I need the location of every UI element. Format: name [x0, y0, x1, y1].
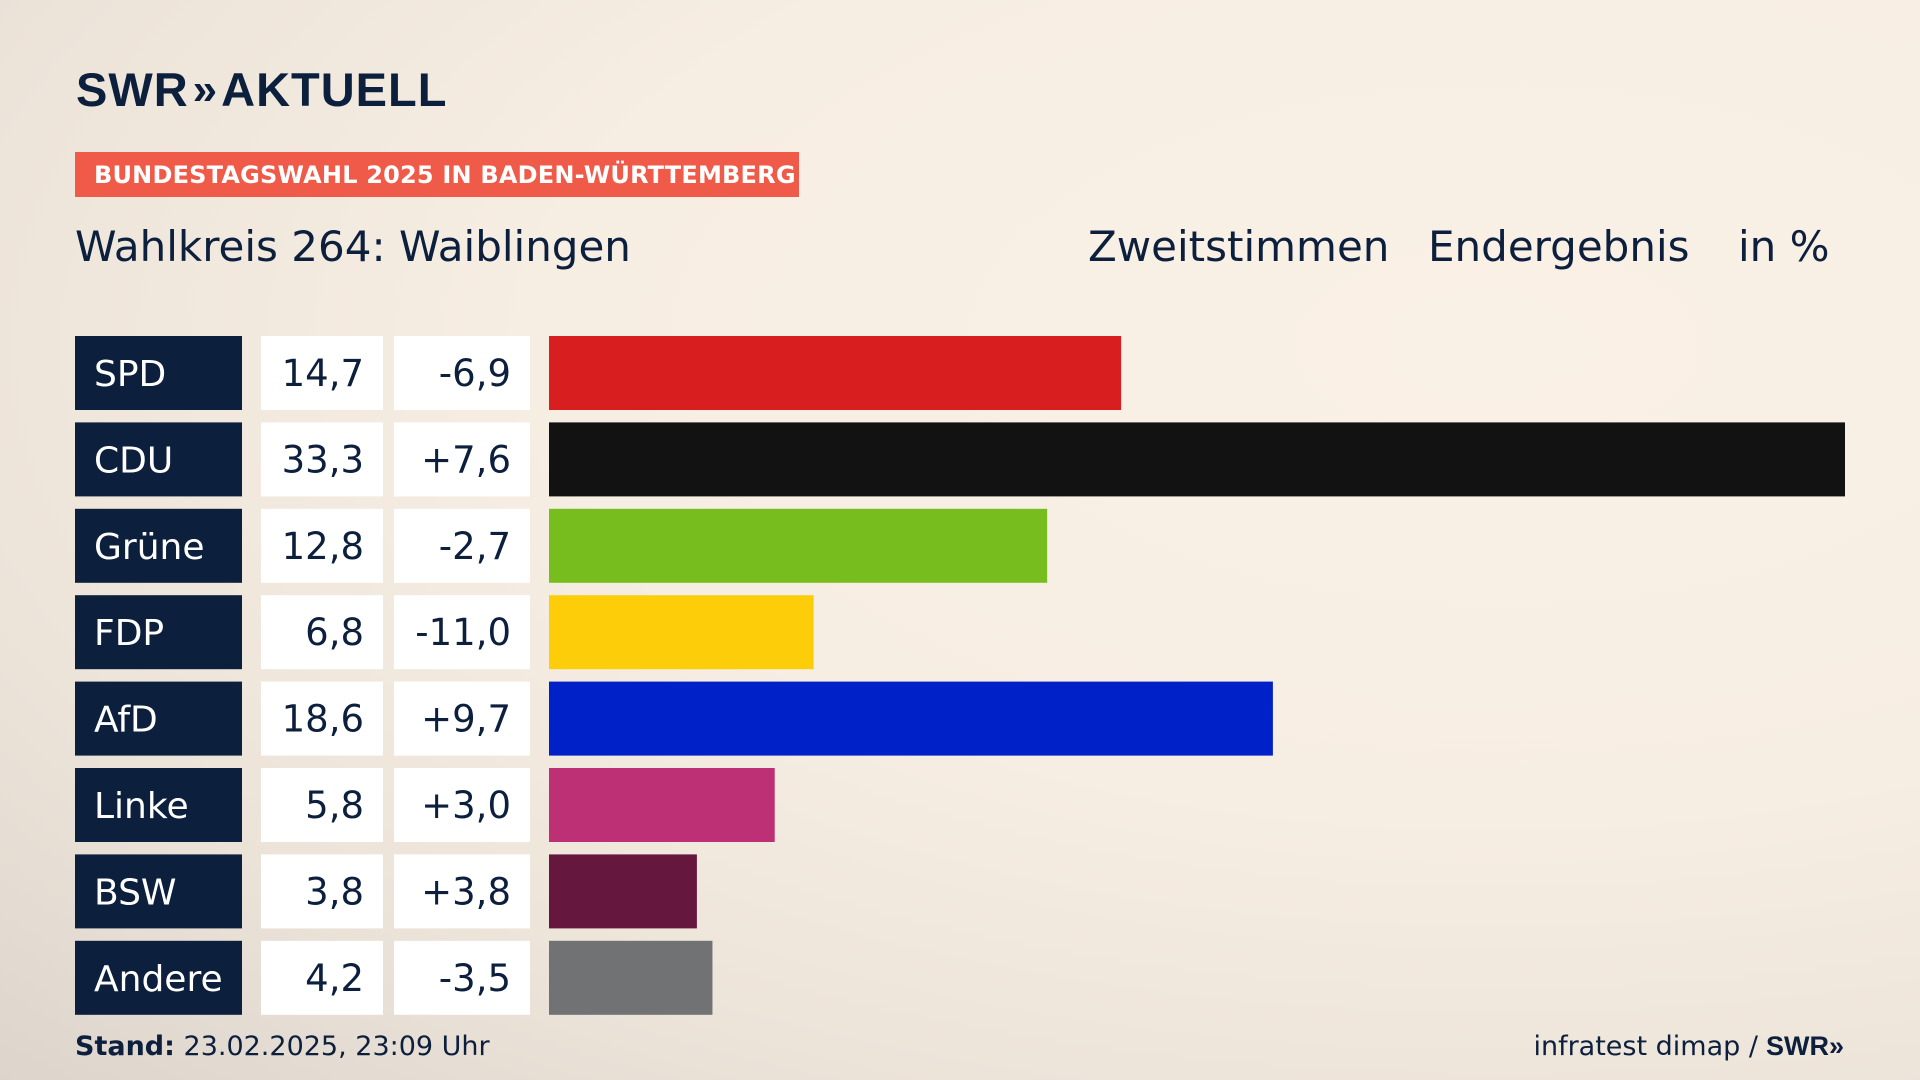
party-label-bg-andere: [75, 940, 242, 1015]
change-cell-bg-bsw: [394, 854, 530, 929]
party-label-linke: Linke: [94, 786, 189, 827]
bar-cdu: [549, 422, 1845, 497]
change-cell-bg-spd: [394, 336, 530, 410]
change-cell-bg-gr-ne: [394, 508, 530, 583]
swr-aktuell-logo: SWR » AKTUELL: [76, 66, 447, 113]
value-label-afd: 18,6: [282, 698, 364, 741]
party-label-spd: SPD: [94, 354, 166, 395]
bar-spd: [549, 336, 1122, 410]
bar-linke: [549, 768, 775, 842]
district-title: Wahlkreis 264: Waiblingen: [75, 222, 631, 271]
change-cell-bg-fdp: [394, 595, 530, 670]
change-label-gr-ne: -2,7: [439, 525, 511, 568]
change-label-linke: +3,0: [421, 784, 511, 827]
party-label-bg-spd: [75, 336, 242, 410]
value-cell-bg-andere: [261, 940, 383, 1015]
bar-gr-ne: [549, 508, 1048, 583]
change-label-bsw: +3,8: [421, 870, 511, 913]
change-cell-bg-cdu: [394, 422, 530, 497]
bar-fdp: [549, 595, 814, 670]
change-cell-bg-andere: [394, 940, 530, 1015]
vote-type-label: Zweitstimmen: [1088, 222, 1390, 271]
source-swr-text: SWR: [1765, 1031, 1829, 1061]
unit-label: in %: [1738, 222, 1830, 271]
party-label-bg-fdp: [75, 595, 242, 670]
election-banner: BUNDESTAGSWAHL 2025 IN BADEN-WÜRTTEMBERG: [75, 152, 799, 197]
logo-swr-text: SWR: [76, 63, 189, 116]
value-cell-bg-cdu: [261, 422, 383, 497]
change-cell-bg-linke: [394, 768, 530, 842]
value-label-fdp: 6,8: [305, 611, 364, 654]
party-label-bsw: BSW: [94, 872, 177, 913]
party-label-bg-bsw: [75, 854, 242, 929]
value-label-linke: 5,8: [305, 784, 364, 827]
party-label-bg-cdu: [75, 422, 242, 497]
value-cell-bg-spd: [261, 336, 383, 410]
source-swr-logo: SWR»: [1766, 1031, 1844, 1062]
stand-value: 23.02.2025, 23:09 Uhr: [183, 1031, 490, 1062]
party-label-bg-afd: [75, 681, 242, 756]
value-cell-bg-afd: [261, 681, 383, 756]
change-label-andere: -3,5: [439, 957, 511, 1000]
logo-product-text: AKTUELL: [221, 63, 448, 116]
value-cell-bg-bsw: [261, 854, 383, 929]
change-label-spd: -6,9: [439, 352, 511, 395]
party-label-fdp: FDP: [94, 613, 164, 654]
source-credit: infratest dimap / SWR»: [1533, 1031, 1844, 1062]
party-label-andere: Andere: [94, 959, 223, 1000]
source-chevrons-icon: »: [1828, 1031, 1844, 1061]
change-label-cdu: +7,6: [421, 438, 511, 481]
value-label-gr-ne: 12,8: [282, 525, 364, 568]
party-label-gr-ne: Grüne: [94, 527, 204, 568]
value-cell-bg-linke: [261, 768, 383, 842]
change-label-afd: +9,7: [421, 698, 511, 741]
party-label-bg-gr-ne: [75, 508, 242, 583]
value-cell-bg-fdp: [261, 595, 383, 670]
value-cell-bg-gr-ne: [261, 508, 383, 583]
change-label-fdp: -11,0: [415, 611, 511, 654]
value-label-spd: 14,7: [282, 352, 364, 395]
source-text: infratest dimap /: [1533, 1031, 1758, 1062]
result-type-label: Endergebnis: [1428, 222, 1690, 271]
value-label-bsw: 3,8: [305, 870, 364, 913]
party-label-cdu: CDU: [94, 440, 173, 481]
value-label-andere: 4,2: [305, 957, 364, 1000]
bar-afd: [549, 681, 1273, 756]
timestamp: Stand: 23.02.2025, 23:09 Uhr: [75, 1031, 490, 1062]
change-cell-bg-afd: [394, 681, 530, 756]
party-label-bg-linke: [75, 768, 242, 842]
bar-bsw: [549, 854, 697, 929]
stand-label: Stand:: [75, 1031, 175, 1062]
party-label-afd: AfD: [94, 700, 158, 741]
value-label-cdu: 33,3: [282, 438, 364, 481]
bar-andere: [549, 940, 713, 1015]
